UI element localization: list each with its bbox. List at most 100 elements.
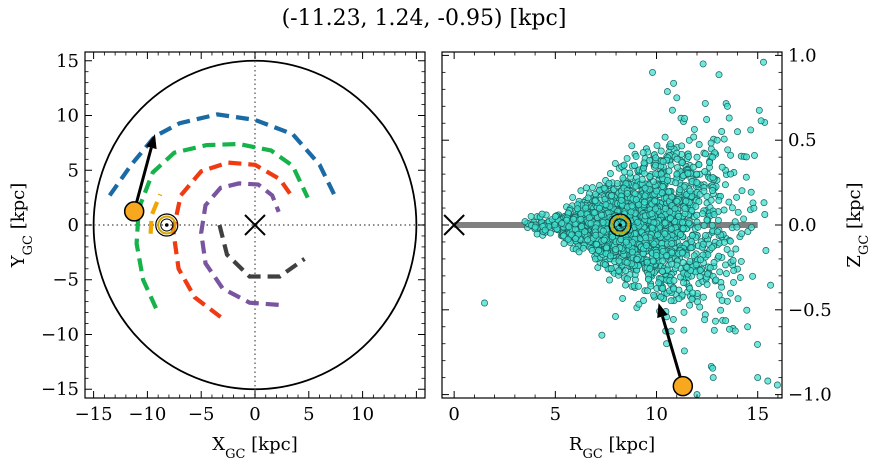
scatter-point [646,173,654,180]
scatter-point [693,153,701,161]
scatter-point [721,181,729,189]
scatter-point [612,312,619,320]
scatter-point [696,266,704,274]
scatter-point [693,211,701,219]
left-xtick-label: −10 [128,404,166,425]
scatter-point [699,293,707,301]
scatter-point [715,252,723,260]
scatter-point [722,270,730,278]
scatter-point [645,275,652,283]
scatter-point [703,192,711,200]
scatter-point [665,188,673,196]
scatter-point [701,316,709,324]
left-ytick-label: 15 [56,51,79,72]
sun-marker-right-inner-ring [613,218,627,232]
velocity-arrow-left [132,134,157,212]
scatter-point [730,267,738,275]
scatter-point [683,263,691,271]
left-ylabel: YGC [kpc] [8,183,36,269]
scatter-point [678,249,686,257]
scatter-point [659,158,667,165]
scatter-point [701,150,709,158]
scatter-point [608,192,616,200]
scatter-point [680,308,688,316]
scatter-point [570,215,577,223]
scatter-point [727,250,735,258]
scatter-point [579,244,587,252]
scatter-point [628,202,636,210]
scatter-point [623,259,631,267]
scatter-point [680,347,688,355]
scatter-point [595,247,603,254]
scatter-point [652,161,660,169]
scatter-point [760,199,768,207]
scatter-point [703,116,711,123]
scatter-point [712,276,720,284]
scatter-point [693,179,701,186]
scatter-point [591,197,599,205]
scatter-point [589,184,596,192]
scatter-point [606,276,613,284]
scatter-point [601,261,609,269]
scatter-point [677,231,684,238]
scatter-point [655,279,663,287]
scatter-point [700,187,708,195]
scatter-point [667,297,675,305]
scatter-point [704,270,712,278]
spiral-arm-line-3 [171,160,295,319]
scatter-point [564,235,572,243]
scatter-point [551,213,559,220]
scatter-point [659,182,667,190]
scatter-point [709,364,717,372]
scatter-point [665,167,673,175]
scatter-point [602,201,610,209]
scatter-point [679,259,687,266]
scatter-point [727,170,735,178]
scatter-point [615,267,623,275]
right-ytick-label: 0.5 [788,130,817,151]
scatter-point [747,126,755,134]
scatter-point [578,223,586,230]
scatter-point [657,147,665,155]
sun-marker-right-dot [618,223,622,227]
scatter-point [688,295,696,303]
scatter-point [695,141,703,148]
scatter-point [592,231,600,239]
boundary-circle [92,59,418,391]
scatter-point [713,228,721,236]
scatter-point [622,238,630,246]
scatter-point [767,281,775,289]
scatter-point [690,125,698,133]
scatter-point [670,285,678,293]
scatter-point [726,325,733,333]
scatter-point [634,218,642,226]
scatter-point [679,224,687,232]
scatter-point [678,159,686,167]
scatter-point [695,161,703,169]
sun-marker-right-gold-ring [610,215,630,235]
scatter-point [661,133,669,141]
scatter-point [582,184,590,192]
scatter-point [605,179,613,187]
scatter-point [631,161,638,169]
scatter-point [587,219,595,227]
scatter-point [709,187,716,194]
scatter-point [663,252,671,259]
scatter-point [728,204,736,212]
scatter-point [546,229,554,237]
scatter-point [718,128,726,135]
galactic-center-marker-stroke-b [244,214,266,236]
left-markers [123,134,266,237]
scatter-point [584,236,592,244]
scatter-point [588,247,596,254]
galactic-center-marker-right [443,214,465,236]
scatter-point [592,240,600,248]
scatter-point [685,153,692,161]
scatter-point [623,154,631,162]
scatter-point [722,261,729,269]
scatter-point [697,256,705,264]
scatter-point [725,198,733,206]
scatter-point [643,258,651,266]
scatter-point [638,175,646,183]
scatter-point [703,216,711,224]
